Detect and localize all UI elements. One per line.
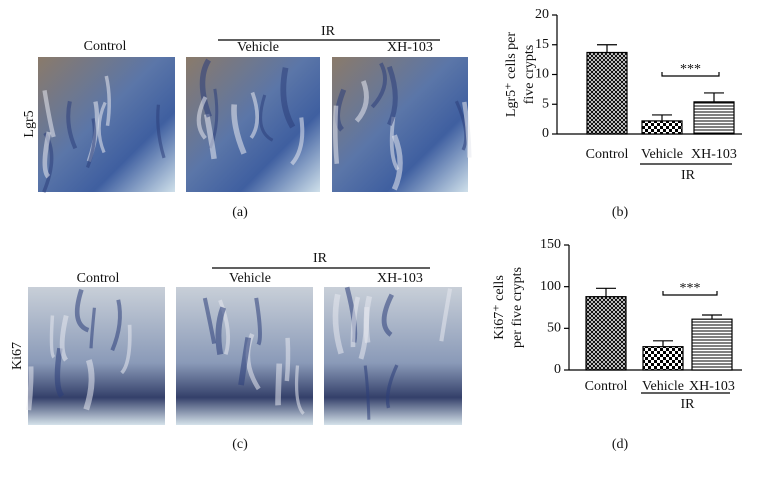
x-tick-label: Vehicle bbox=[641, 147, 683, 162]
y-tick-label: 5 bbox=[542, 96, 549, 111]
tissue-fold bbox=[110, 299, 122, 352]
tissue-fold bbox=[42, 131, 52, 179]
panel-label: (c) bbox=[232, 437, 248, 452]
tissue-fold bbox=[120, 324, 132, 375]
group-label: IR bbox=[681, 168, 696, 183]
column-label: Control bbox=[84, 39, 127, 54]
y-tick-label: 100 bbox=[540, 279, 561, 294]
tissue-fold bbox=[332, 293, 344, 355]
tissue-fold bbox=[254, 297, 262, 346]
tissue-fold bbox=[74, 288, 90, 333]
group-label: IR bbox=[313, 251, 328, 266]
panel-label: (a) bbox=[232, 205, 248, 220]
bar bbox=[642, 346, 684, 371]
tissue-fold bbox=[89, 307, 96, 349]
tissue-fold bbox=[97, 101, 107, 154]
bar bbox=[691, 318, 733, 371]
y-axis-label: five crypts bbox=[522, 45, 537, 104]
panel-label: (b) bbox=[612, 205, 629, 220]
y-axis-label: per five crypts bbox=[510, 267, 525, 348]
x-tick-label: Control bbox=[585, 379, 628, 394]
tissue-fold bbox=[26, 366, 34, 411]
y-tick-label: 0 bbox=[542, 126, 549, 141]
tissue-fold bbox=[290, 117, 305, 166]
tissue-fold bbox=[199, 58, 212, 118]
tissue-fold bbox=[238, 337, 252, 386]
bar bbox=[693, 101, 735, 135]
bar bbox=[586, 51, 628, 135]
tissue-fold bbox=[439, 288, 453, 342]
y-tick-label: 20 bbox=[535, 7, 549, 22]
tissue-fold bbox=[202, 297, 217, 344]
group-label: IR bbox=[681, 397, 696, 412]
y-tick-label: 0 bbox=[554, 362, 561, 377]
row-label: Lgr5 bbox=[22, 110, 37, 137]
tissue-fold bbox=[462, 101, 472, 158]
y-tick-label: 50 bbox=[547, 321, 561, 336]
tissue-fold bbox=[196, 96, 208, 140]
tissue-fold bbox=[391, 134, 403, 191]
tissue-fold bbox=[259, 94, 274, 142]
bar bbox=[641, 120, 683, 135]
x-tick-label: Control bbox=[586, 147, 629, 162]
x-tick-label: Vehicle bbox=[642, 379, 684, 394]
column-label: Vehicle bbox=[229, 271, 271, 286]
tissue-fold bbox=[249, 91, 260, 139]
y-axis-label: Lgr5⁺ cells per bbox=[504, 32, 519, 117]
significance: *** bbox=[680, 281, 701, 296]
tissue-fold bbox=[203, 113, 217, 160]
significance-bracket bbox=[662, 291, 718, 296]
tissue-fold bbox=[294, 365, 305, 415]
group-label: IR bbox=[321, 24, 336, 39]
bar bbox=[585, 296, 627, 371]
micrograph bbox=[324, 287, 462, 425]
row-label: Ki67 bbox=[10, 342, 25, 370]
tissue-fold bbox=[454, 100, 468, 151]
tissue-fold bbox=[332, 105, 340, 164]
tissue-fold bbox=[66, 100, 78, 150]
tissue-fold bbox=[385, 364, 399, 409]
tissue-fold bbox=[363, 365, 371, 420]
column-label: Control bbox=[77, 271, 120, 286]
tissue-fold bbox=[215, 306, 227, 355]
tissue-fold bbox=[231, 104, 247, 155]
y-axis-label: Ki67⁺ cells bbox=[492, 275, 507, 340]
column-label: Vehicle bbox=[237, 40, 279, 55]
panel-label: (d) bbox=[612, 437, 629, 452]
tissue-fold bbox=[386, 65, 398, 126]
tissue-fold bbox=[218, 299, 231, 355]
tissue-fold bbox=[280, 67, 296, 129]
column-label: XH-103 bbox=[387, 40, 433, 55]
tissue-fold bbox=[49, 315, 56, 359]
y-tick-label: 150 bbox=[540, 237, 561, 252]
tissue-fold bbox=[275, 363, 283, 406]
tissue-fold bbox=[156, 104, 166, 159]
significance: *** bbox=[680, 62, 701, 77]
tissue-fold bbox=[381, 293, 394, 337]
x-tick-label: XH-103 bbox=[691, 147, 737, 162]
tissue-fold bbox=[284, 337, 291, 382]
micrograph bbox=[28, 287, 165, 425]
tissue-fold bbox=[370, 62, 387, 109]
tissue-fold bbox=[54, 347, 65, 398]
tissue-fold bbox=[59, 315, 69, 362]
tissue-fold bbox=[363, 295, 373, 343]
tissue-fold bbox=[104, 75, 111, 127]
tissue-fold bbox=[85, 118, 97, 169]
column-label: XH-103 bbox=[377, 271, 423, 286]
tissue-fold bbox=[350, 296, 361, 348]
tissue-fold bbox=[83, 359, 95, 411]
x-tick-label: XH-103 bbox=[689, 379, 735, 394]
y-tick-label: 10 bbox=[535, 67, 549, 82]
tissue-fold bbox=[42, 90, 56, 138]
y-tick-label: 15 bbox=[535, 37, 549, 52]
significance-bracket bbox=[661, 72, 720, 77]
tissue-fold bbox=[354, 80, 369, 123]
